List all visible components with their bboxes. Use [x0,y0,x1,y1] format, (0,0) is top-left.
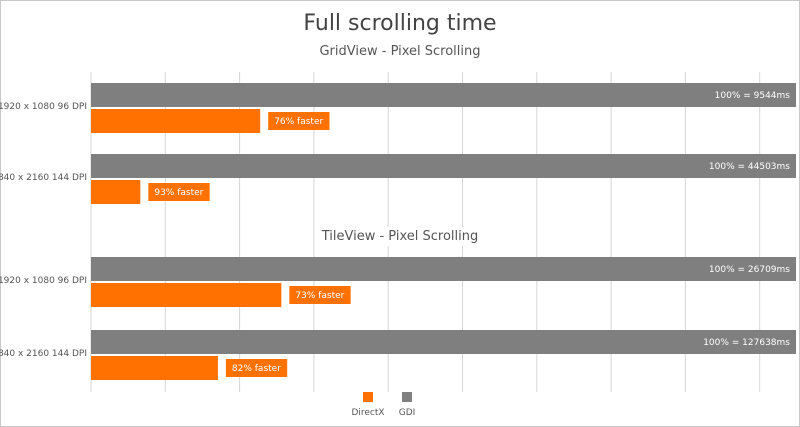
subtitle-background [313,42,487,61]
directx-label-box [268,112,330,130]
directx-bar-label: 73% faster [295,291,344,301]
chart-panel: GridView - Pixel Scrolling 100% = 9544ms 7… [0,42,796,204]
gdi-bar [91,83,796,107]
category-label: 3840 x 2160 144 DPI [0,349,87,359]
directx-label-box [225,359,288,377]
category-label: 1920 x 1080 96 DPI [0,276,87,286]
gdi-bar [91,154,796,178]
subtitle-background [314,227,485,246]
directx-bar-label: 82% faster [232,364,281,374]
gdi-bar-label: 100% = 9544ms [715,91,791,101]
gdi-bar [91,330,796,354]
category-label: 3840 x 2160 144 DPI [0,173,87,183]
legend-label: DirectX [351,408,384,418]
directx-bar [91,283,282,307]
directx-bar [91,356,218,380]
directx-bar [91,180,141,204]
panel-subtitle: GridView - Pixel Scrolling [319,44,480,59]
directx-bar-label: 76% faster [274,117,323,127]
panel-subtitle: TileView - Pixel Scrolling [321,229,479,244]
gdi-bar-label: 100% = 26709ms [709,265,790,275]
chart-panels: GridView - Pixel Scrolling 100% = 9544ms 7… [0,42,796,380]
gdi-bar [91,257,796,281]
chart-title: Full scrolling time [303,11,496,36]
directx-label-box [289,286,351,304]
legend-label: GDI [399,408,416,418]
legend-swatch [363,392,373,402]
gdi-bar-label: 100% = 44503ms [709,162,790,172]
directx-bar [91,109,261,133]
chart-panel: TileView - Pixel Scrolling 100% = 26709ms… [0,227,796,380]
gdi-bar-label: 100% = 127638ms [703,338,790,348]
directx-label-box [148,183,210,201]
directx-bar-label: 93% faster [154,188,203,198]
category-label: 1920 x 1080 96 DPI [0,102,87,112]
legend-swatch [402,392,412,402]
chart-legend: DirectX GDI [351,392,415,418]
